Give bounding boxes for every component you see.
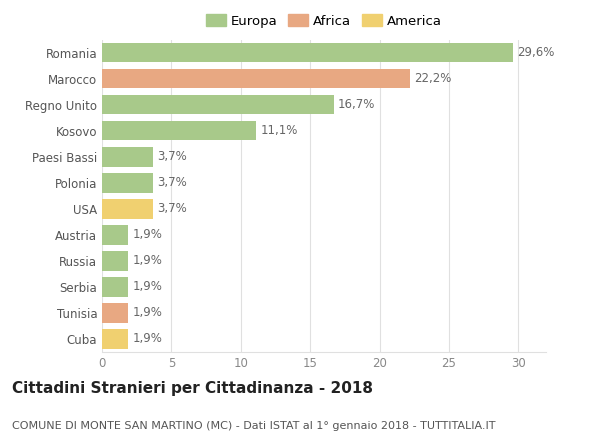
Bar [102, 95, 334, 114]
Legend: Europa, Africa, America: Europa, Africa, America [203, 12, 445, 30]
Text: 1,9%: 1,9% [133, 254, 163, 268]
Text: 1,9%: 1,9% [133, 306, 163, 319]
Text: 3,7%: 3,7% [157, 176, 187, 189]
Bar [102, 225, 128, 245]
Bar [102, 199, 154, 219]
Bar [102, 303, 128, 323]
Bar [102, 121, 256, 140]
Text: 22,2%: 22,2% [414, 72, 452, 85]
Bar [102, 173, 154, 193]
Bar [102, 69, 410, 88]
Text: 11,1%: 11,1% [260, 124, 298, 137]
Text: 1,9%: 1,9% [133, 333, 163, 345]
Bar [102, 251, 128, 271]
Text: 16,7%: 16,7% [338, 98, 375, 111]
Text: 1,9%: 1,9% [133, 280, 163, 293]
Text: 29,6%: 29,6% [517, 46, 554, 59]
Text: 3,7%: 3,7% [157, 150, 187, 163]
Text: 1,9%: 1,9% [133, 228, 163, 242]
Bar [102, 277, 128, 297]
Bar [102, 147, 154, 166]
Text: Cittadini Stranieri per Cittadinanza - 2018: Cittadini Stranieri per Cittadinanza - 2… [12, 381, 373, 396]
Bar [102, 329, 128, 349]
Text: 3,7%: 3,7% [157, 202, 187, 215]
Bar [102, 43, 513, 62]
Text: COMUNE DI MONTE SAN MARTINO (MC) - Dati ISTAT al 1° gennaio 2018 - TUTTITALIA.IT: COMUNE DI MONTE SAN MARTINO (MC) - Dati … [12, 421, 496, 431]
